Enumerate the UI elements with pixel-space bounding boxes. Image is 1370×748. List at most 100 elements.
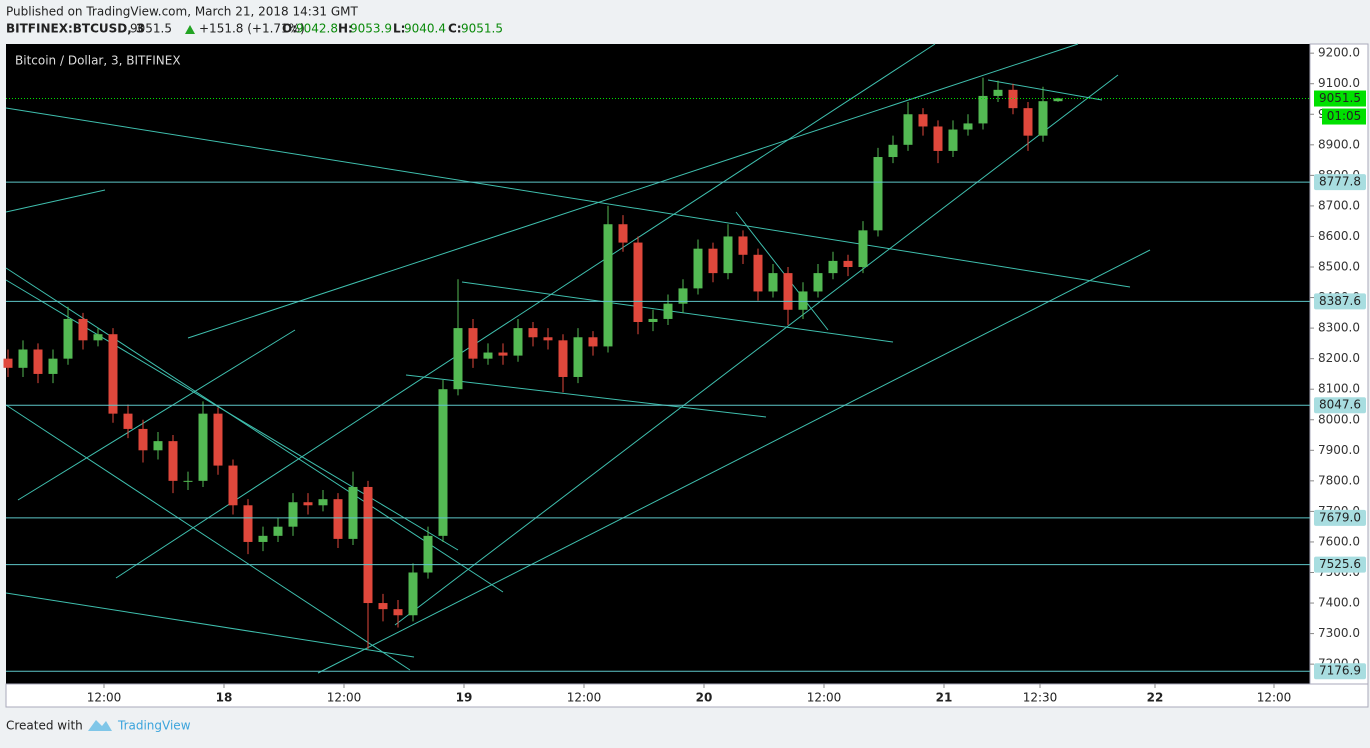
x-tick-label: 12:00	[87, 691, 122, 705]
plot-background	[6, 44, 1310, 684]
level-label-box	[1314, 397, 1366, 414]
candle-body	[603, 224, 613, 347]
candle-body	[93, 334, 103, 341]
candle-body	[663, 303, 673, 319]
chart-title: Bitcoin / Dollar, 3, BITFINEX	[15, 54, 181, 68]
candle-body	[453, 328, 463, 390]
x-tick-label: 12:00	[807, 691, 842, 705]
candle-body	[768, 273, 778, 292]
time-axis	[5, 683, 1369, 708]
candle-body	[393, 609, 403, 616]
candle-body	[468, 328, 478, 359]
level-label: 7679.0	[1319, 510, 1361, 524]
ohlc-label: L:	[393, 22, 405, 36]
candle-body	[528, 328, 538, 338]
open-value: 9042.8	[296, 22, 338, 36]
candle-body	[333, 499, 343, 539]
candle-body	[108, 334, 118, 414]
trend-line	[17, 329, 296, 501]
y-tick-label: 7800.0	[1318, 473, 1360, 487]
candle-body	[813, 273, 823, 292]
candle-body	[1023, 108, 1033, 136]
candle-body	[438, 389, 448, 536]
y-tick-label: 8000.0	[1318, 412, 1360, 426]
close-value: 9051.5	[461, 22, 503, 36]
trend-line	[5, 404, 411, 671]
trend-lines	[5, 43, 1151, 674]
candle-body	[993, 89, 1003, 96]
level-label-box	[1314, 509, 1366, 526]
y-tick-label: 8300.0	[1318, 321, 1360, 335]
candle-body	[198, 413, 208, 481]
candle-body	[273, 526, 283, 536]
candle-body	[723, 236, 733, 274]
candle-body	[48, 358, 58, 374]
candle-body	[873, 157, 883, 231]
candle-body	[573, 337, 583, 377]
trend-line	[317, 249, 1151, 674]
change: +151.8 (+1.71%)	[199, 22, 305, 36]
candle-body	[843, 260, 853, 268]
candle-body	[903, 114, 913, 145]
candle-body	[483, 352, 493, 359]
candle-body	[168, 441, 178, 481]
last-price: 9051.5	[130, 22, 172, 36]
x-tick-label: 19	[456, 691, 473, 705]
countdown: 01:05	[1327, 109, 1362, 123]
candle-body	[1053, 98, 1063, 102]
candle-body	[423, 535, 433, 573]
candle-body	[318, 499, 328, 506]
y-tick-label: 7600.0	[1318, 534, 1360, 548]
level-label: 8387.6	[1319, 294, 1361, 308]
trend-line	[5, 189, 106, 213]
x-tick-label: 22	[1147, 691, 1164, 705]
candle-body	[1038, 101, 1048, 136]
candle-body	[798, 291, 808, 310]
y-tick-label: 8700.0	[1318, 198, 1360, 212]
candle-body	[783, 273, 793, 310]
trend-line	[5, 592, 415, 658]
candle-body	[153, 441, 163, 451]
brand[interactable]: TradingView	[117, 719, 191, 733]
candle-body	[1008, 89, 1018, 109]
candle-body	[123, 413, 133, 429]
candle-body	[363, 486, 373, 604]
candle-body	[378, 603, 388, 610]
candle-body	[138, 428, 148, 451]
x-tick-label: 12:00	[567, 691, 602, 705]
candle-body	[228, 465, 238, 506]
candle-body	[858, 230, 868, 268]
up-arrow-icon	[185, 25, 195, 34]
candle-body	[933, 126, 943, 151]
y-tick-label: 8100.0	[1318, 382, 1360, 396]
x-tick-label: 12:00	[1257, 691, 1292, 705]
level-label-box	[1314, 556, 1366, 573]
created-with: Created with	[6, 719, 83, 733]
trend-line	[5, 107, 1131, 288]
candle-body	[288, 502, 298, 527]
countdown-box	[1322, 108, 1366, 125]
y-tick-label: 9100.0	[1318, 76, 1360, 90]
candle-body	[633, 242, 643, 322]
candle-body	[33, 349, 43, 374]
y-tick-label: 8500.0	[1318, 260, 1360, 274]
brand-logo	[88, 720, 112, 731]
published-note: Published on TradingView.com, March 21, …	[6, 5, 359, 19]
trend-line	[735, 211, 829, 331]
candle-body	[498, 352, 508, 356]
trend-line	[987, 79, 1103, 101]
level-label: 7525.6	[1319, 557, 1361, 571]
x-tick-label: 12:00	[327, 691, 362, 705]
candle-body	[183, 480, 193, 482]
candle-body	[513, 328, 523, 356]
low-value: 9040.4	[404, 22, 446, 36]
candle-body	[738, 236, 748, 255]
candle-body	[828, 260, 838, 274]
candle-body	[948, 129, 958, 151]
candle-body	[618, 224, 628, 243]
candle-body	[678, 288, 688, 304]
x-tick-label: 18	[216, 691, 233, 705]
x-tick-label: 20	[696, 691, 713, 705]
ohlc-label: H:	[338, 22, 353, 36]
trend-line	[5, 267, 504, 593]
